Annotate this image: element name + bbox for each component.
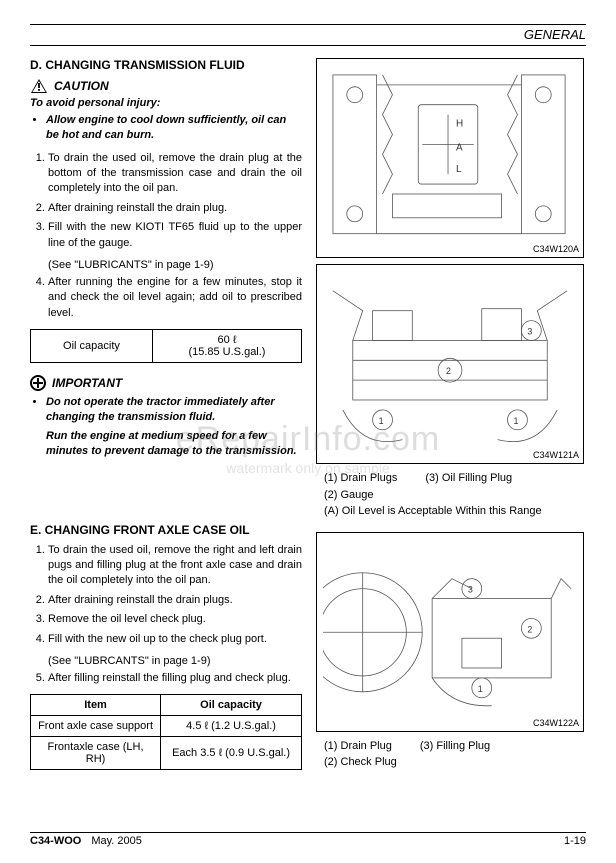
header-section: GENERAL (30, 27, 586, 46)
important-label: IMPORTANT (52, 376, 122, 390)
e-step-4: Fill with the new oil up to the check pl… (48, 632, 302, 647)
figure-2: 1 1 2 3 C34W121A (316, 264, 584, 464)
svg-text:A: A (456, 142, 463, 153)
e-step-5: After filling reinstall the filling plug… (48, 671, 302, 686)
caution-bullet: Allow engine to cool down sufficiently, … (46, 113, 302, 143)
caution-label: CAUTION (54, 79, 109, 93)
caution-subhead: To avoid personal injury: (30, 97, 302, 109)
section-d-title: D. CHANGING TRANSMISSION FLUID (30, 58, 302, 72)
caution-icon (30, 78, 48, 94)
oil-capacity-table-e: Item Oil capacity Front axle case suppor… (30, 694, 302, 770)
e-step-3: Remove the oil level check plug. (48, 612, 302, 627)
d-step-1: To drain the used oil, remove the drain … (48, 151, 302, 197)
cap-value: 60 ℓ (15.85 U.S.gal.) (152, 330, 301, 363)
svg-text:1: 1 (478, 683, 483, 693)
footer-page: 1-19 (564, 835, 586, 847)
e-step-1: To drain the used oil, remove the right … (48, 543, 302, 589)
figure-2-legend: (1) Drain Plugs (3) Oil Filling Plug (2)… (324, 470, 586, 520)
e-step-2: After draining reinstall the drain plugs… (48, 593, 302, 608)
figure-3-code: C34W122A (533, 718, 579, 728)
d-step-3-note: (See "LUBRICANTS" in page 1-9) (48, 259, 302, 271)
e-step-4-note: (See "LUBRCANTS" in page 1-9) (48, 655, 302, 667)
svg-text:2: 2 (527, 624, 532, 634)
svg-text:L: L (456, 164, 462, 175)
figure-1-code: C34W120A (533, 244, 579, 254)
d-step-4: After running the engine for a few minut… (48, 275, 302, 321)
svg-text:2: 2 (446, 366, 451, 376)
svg-text:3: 3 (468, 584, 473, 594)
e-row1-item: Front axle case support (31, 716, 161, 737)
svg-text:H: H (456, 119, 463, 130)
figure-3-legend: (1) Drain Plug (3) Filling Plug (2) Chec… (324, 738, 586, 771)
e-row1-cap: 4.5 ℓ (1.2 U.S.gal.) (161, 716, 302, 737)
d-step-3: Fill with the new KIOTI TF65 fluid up to… (48, 220, 302, 251)
figure-2-code: C34W121A (533, 450, 579, 460)
important-item-2: Run the engine at medium speed for a few… (46, 429, 302, 459)
figure-3: 1 2 3 C34W122A (316, 532, 584, 732)
oil-capacity-table-d: Oil capacity 60 ℓ (15.85 U.S.gal.) (30, 329, 302, 363)
footer-date: May. 2005 (91, 835, 142, 847)
e-row2-cap: Each 3.5 ℓ (0.9 U.S.gal.) (161, 737, 302, 770)
important-icon (30, 375, 46, 391)
e-th-cap: Oil capacity (161, 695, 302, 716)
important-item-1: Do not operate the tractor immediately a… (46, 395, 302, 425)
e-th-item: Item (31, 695, 161, 716)
d-step-2: After draining reinstall the drain plug. (48, 201, 302, 216)
svg-text:1: 1 (379, 416, 384, 426)
figure-1: H A L C34W120A (316, 58, 584, 258)
section-e-title: E. CHANGING FRONT AXLE CASE OIL (30, 523, 302, 537)
svg-text:1: 1 (514, 416, 519, 426)
svg-text:3: 3 (527, 327, 532, 337)
e-row2-item: Frontaxle case (LH, RH) (31, 737, 161, 770)
cap-label: Oil capacity (31, 330, 153, 363)
footer-doc: C34-WOO (30, 835, 81, 847)
